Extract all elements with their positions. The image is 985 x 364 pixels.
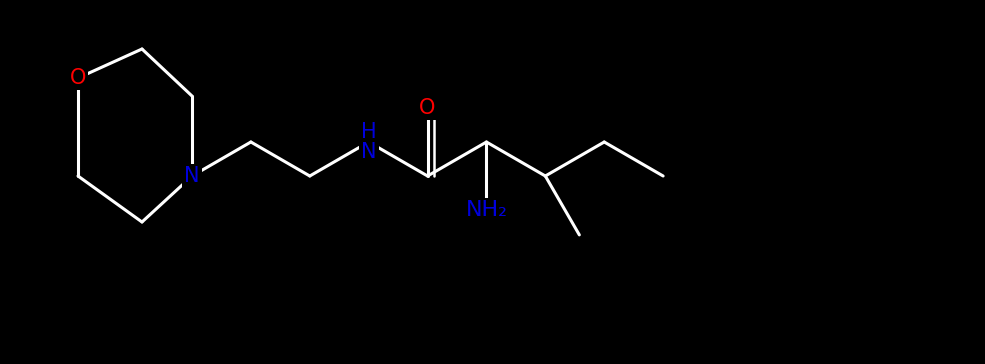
Text: N: N (184, 166, 200, 186)
Text: H: H (361, 122, 376, 142)
Text: O: O (420, 98, 435, 118)
Text: O: O (70, 68, 87, 88)
Text: N: N (361, 142, 376, 162)
Text: NH₂: NH₂ (466, 200, 507, 220)
